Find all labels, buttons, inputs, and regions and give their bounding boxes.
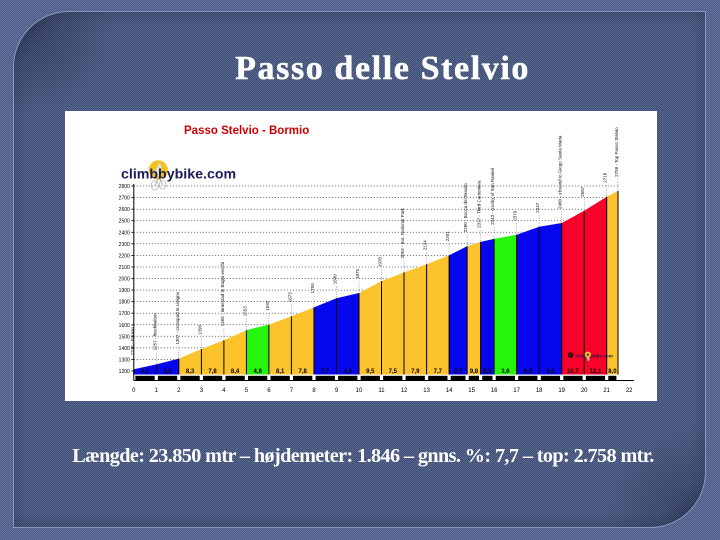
svg-text:1466 - innrestad te Bagni vecc: 1466 - innrestad te Bagni vecchi	[220, 262, 225, 326]
svg-text:7,8: 7,8	[208, 369, 217, 375]
svg-text:2400: 2400	[119, 230, 130, 236]
svg-text:2500: 2500	[119, 219, 130, 225]
svg-text:2: 2	[177, 388, 181, 394]
svg-text:2317 - Third Cantoniera: 2317 - Third Cantoniera	[477, 180, 482, 228]
svg-text:6,8: 6,8	[524, 369, 533, 375]
svg-text:7,5: 7,5	[389, 369, 398, 375]
svg-text:3: 3	[200, 388, 204, 394]
svg-text:9: 9	[335, 388, 339, 394]
svg-text:2201: 2201	[445, 231, 450, 242]
svg-text:1800: 1800	[119, 300, 130, 306]
svg-text:1600: 1600	[119, 323, 130, 329]
svg-text:Passo Stelvio - Bormio: Passo Stelvio - Bormio	[184, 125, 309, 137]
svg-text:2100: 2100	[119, 265, 130, 271]
svg-text:11: 11	[378, 388, 385, 394]
svg-text:6: 6	[267, 388, 271, 394]
svg-text:9,8: 9,8	[470, 369, 479, 375]
svg-text:4,5: 4,5	[344, 369, 353, 375]
svg-text:2480 - s'bound to Giogo Santa: 2480 - s'bound to Giogo Santa Maria	[558, 135, 563, 209]
svg-text:1257 - frischhalten: 1257 - frischhalten	[152, 313, 157, 351]
svg-text:1673: 1673	[287, 292, 292, 303]
svg-text:1553: 1553	[242, 306, 247, 317]
svg-text:5: 5	[245, 388, 249, 394]
svg-text:1750: 1750	[310, 283, 315, 294]
svg-text:19: 19	[558, 388, 565, 394]
svg-text:14: 14	[446, 388, 453, 394]
svg-text:13: 13	[423, 388, 430, 394]
svg-text:2300: 2300	[119, 242, 130, 248]
svg-text:18: 18	[536, 388, 543, 394]
svg-text:8,1: 8,1	[276, 369, 285, 375]
svg-text:1592: 1592	[265, 300, 270, 311]
svg-text:2758 - Top Passo Stelvio: 2758 - Top Passo Stelvio	[614, 127, 619, 177]
svg-text:9,5: 9,5	[366, 369, 375, 375]
svg-text:8: 8	[312, 388, 316, 394]
svg-text:2124: 2124	[423, 240, 428, 251]
svg-text:2587: 2587	[580, 186, 585, 197]
svg-text:1875: 1875	[355, 268, 360, 279]
svg-text:1830: 1830	[333, 274, 338, 285]
svg-text:5,0: 5,0	[163, 369, 172, 375]
svg-text:12,1: 12,1	[590, 369, 602, 375]
svg-text:4,8: 4,8	[254, 369, 263, 375]
svg-text:7,9: 7,9	[411, 369, 420, 375]
svg-text:8,8: 8,8	[483, 369, 492, 375]
svg-text:10,7: 10,7	[567, 369, 579, 375]
svg-text:4,2: 4,2	[141, 369, 150, 375]
svg-text:16: 16	[491, 388, 498, 394]
svg-text:1390: 1390	[197, 324, 202, 335]
svg-text:4: 4	[222, 388, 226, 394]
svg-text:2800: 2800	[119, 184, 130, 190]
svg-text:21: 21	[603, 388, 610, 394]
svg-text:1400: 1400	[119, 346, 130, 352]
svg-text:10: 10	[356, 388, 363, 394]
svg-text:climbbybike.com: climbbybike.com	[121, 167, 236, 183]
svg-text:8,4: 8,4	[231, 369, 240, 375]
svg-text:2718: 2718	[603, 172, 608, 183]
svg-text:1500: 1500	[119, 334, 130, 340]
svg-text:22: 22	[626, 388, 633, 394]
svg-text:climbbybike.com: climbbybike.com	[576, 353, 613, 358]
svg-text:20: 20	[581, 388, 588, 394]
svg-text:2053 - Bor. National Park: 2053 - Bor. National Park	[400, 207, 405, 258]
svg-text:9,3: 9,3	[546, 369, 555, 375]
svg-text:1700: 1700	[119, 311, 130, 317]
svg-text:8,3: 8,3	[186, 369, 195, 375]
svg-text:15: 15	[468, 388, 475, 394]
svg-text:1978: 1978	[378, 257, 383, 268]
svg-text:12: 12	[401, 388, 408, 394]
svg-text:2379: 2379	[513, 210, 518, 221]
svg-text:2000: 2000	[119, 277, 130, 283]
svg-text:3,6: 3,6	[501, 369, 510, 375]
svg-text:1900: 1900	[119, 288, 130, 294]
svg-text:1300: 1300	[119, 357, 130, 363]
svg-text:7,7: 7,7	[321, 369, 330, 375]
svg-text:2200: 2200	[119, 253, 130, 259]
svg-text:7,8: 7,8	[299, 369, 308, 375]
svg-text:8,0: 8,0	[608, 369, 617, 375]
svg-text:2343 - crosby of San Ranieri: 2343 - crosby of San Ranieri	[490, 168, 495, 225]
svg-text:7: 7	[290, 388, 294, 394]
svg-text:17: 17	[513, 388, 520, 394]
svg-text:0: 0	[132, 388, 136, 394]
svg-text:2600: 2600	[119, 207, 130, 213]
svg-text:7,7: 7,7	[434, 369, 443, 375]
svg-text:1307 - crosspad te Livigno: 1307 - crosspad te Livigno	[175, 291, 180, 344]
svg-text:2700: 2700	[119, 196, 130, 202]
svg-text:2280 - Bocca del Braulio: 2280 - Bocca del Braulio	[463, 183, 468, 233]
svg-text:1: 1	[155, 388, 159, 394]
svg-text:9,7: 9,7	[454, 369, 463, 375]
svg-text:1200: 1200	[119, 369, 130, 375]
svg-text:2447: 2447	[535, 202, 540, 213]
svg-text:1215 - Bormio: 1215 - Bormio	[130, 327, 135, 356]
